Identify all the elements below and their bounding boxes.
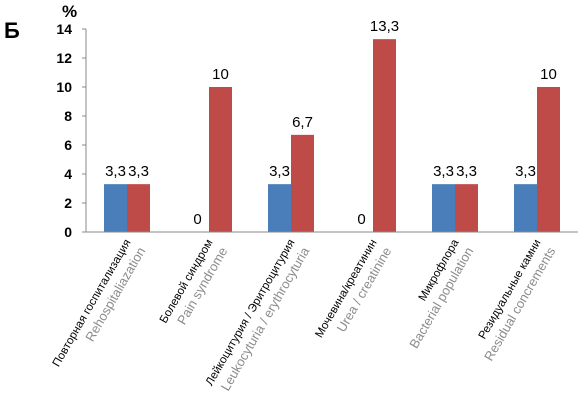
y-tick-label: 0 — [64, 224, 72, 240]
data-label: 3,3 — [269, 163, 290, 180]
bar-series-1-category-5 — [432, 184, 455, 232]
y-tick-label: 14 — [56, 21, 72, 37]
y-tick-label: 8 — [64, 108, 72, 124]
data-label: 6,7 — [292, 114, 313, 131]
category-labels-group: Повторная госпитализацияRehospitaliazati… — [51, 237, 559, 394]
data-label: 3,3 — [105, 163, 126, 180]
y-axis-unit-label: % — [62, 2, 77, 21]
data-label: 10 — [540, 66, 557, 83]
bar-series-2-category-6 — [537, 87, 560, 232]
bar-series-2-category-5 — [455, 184, 478, 232]
bar-series-1-category-3 — [268, 184, 291, 232]
y-tick-label: 6 — [64, 137, 72, 153]
bar-series-1-category-1 — [104, 184, 127, 232]
y-axis-ticks: 0 2 4 6 8 10 12 14 — [56, 21, 86, 240]
y-tick-label: 4 — [64, 166, 72, 182]
panel-label: Б — [4, 18, 20, 43]
data-label: 3,3 — [433, 163, 454, 180]
bar-series-2-category-1 — [127, 184, 150, 232]
data-label: 0 — [357, 211, 365, 228]
data-label: 3,3 — [515, 163, 536, 180]
bar-series-2-category-2 — [209, 87, 232, 232]
bars-group — [104, 39, 560, 233]
data-label: 10 — [212, 66, 229, 83]
bar-series-1-category-6 — [514, 184, 537, 232]
bar-series-2-category-4 — [373, 39, 396, 233]
category-label: Повторная госпитализацияRehospitaliazati… — [51, 238, 149, 370]
y-tick-label: 10 — [56, 79, 72, 95]
category-label-en: Leukocyturia / erythrocyturia — [218, 244, 313, 394]
bar-series-2-category-3 — [291, 134, 314, 232]
y-tick-label: 2 — [64, 195, 72, 211]
data-label: 13,3 — [370, 18, 399, 35]
data-label: 3,3 — [456, 163, 477, 180]
data-label: 3,3 — [128, 163, 149, 180]
data-label: 0 — [193, 211, 201, 228]
category-label-ru: Повторная госпитализация — [51, 238, 134, 370]
y-tick-label: 12 — [56, 50, 72, 66]
